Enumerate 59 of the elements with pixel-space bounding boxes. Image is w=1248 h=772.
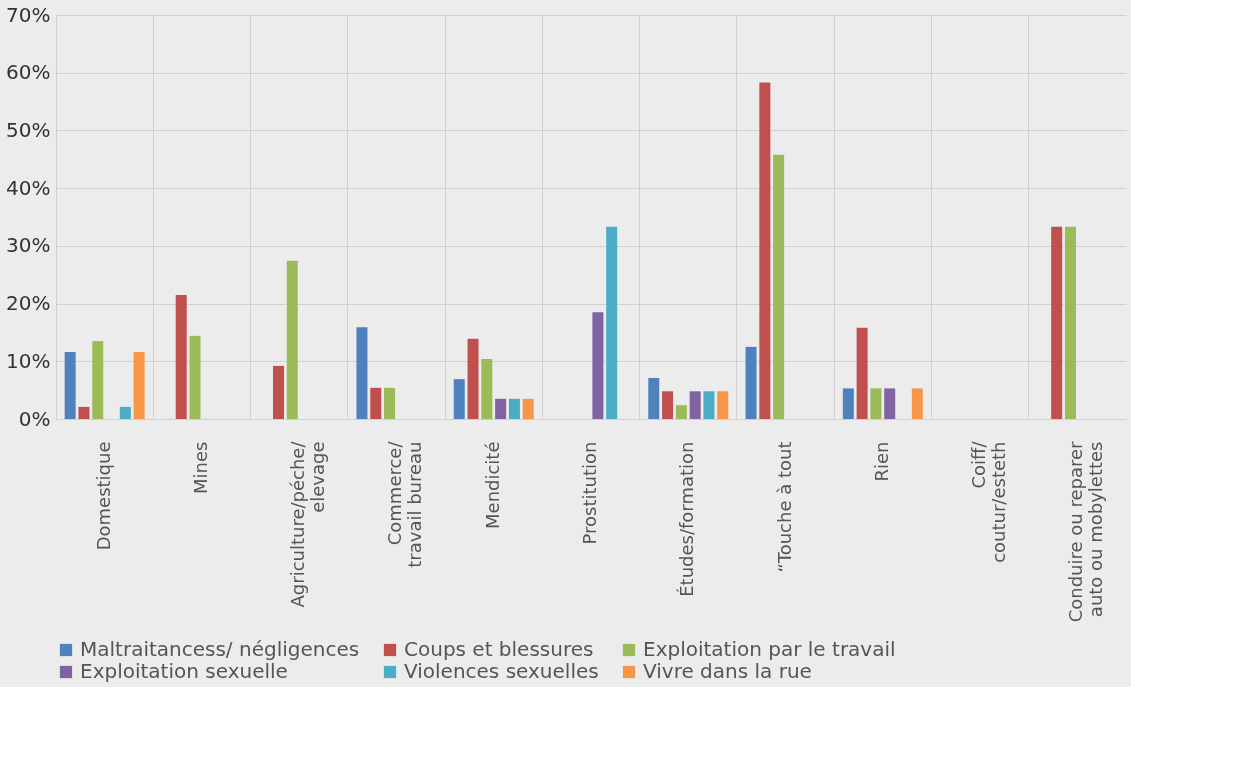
y-tick-label: 30% <box>6 233 51 258</box>
bar <box>467 338 479 419</box>
bar <box>64 352 76 419</box>
legend-label: Exploitation par le travail <box>643 637 896 661</box>
bar <box>1064 226 1076 419</box>
x-tick-label: “Touche à tout <box>773 441 795 573</box>
bar <box>911 388 923 419</box>
y-tick-label: 0% <box>18 406 51 431</box>
bar <box>189 335 201 419</box>
legend-label: Vivre dans la rue <box>643 659 812 683</box>
bar <box>773 154 785 419</box>
bar <box>759 82 771 419</box>
legend-label: Exploitation sexuelle <box>80 659 288 683</box>
y-tick-label: 40% <box>6 175 51 200</box>
bar <box>884 388 896 419</box>
bar <box>745 346 757 419</box>
bar <box>78 406 90 419</box>
y-tick-label: 20% <box>6 291 51 316</box>
bar <box>133 352 145 419</box>
y-tick-label: 70% <box>6 2 51 27</box>
bar <box>92 341 104 419</box>
legend-label: Violences sexuelles <box>404 659 599 683</box>
bar <box>384 387 396 419</box>
bar <box>648 378 660 419</box>
bar <box>842 388 854 419</box>
bar <box>675 405 687 419</box>
bar <box>703 391 715 419</box>
bar <box>1051 226 1063 419</box>
bar <box>856 327 868 419</box>
legend-label: Coups et blessures <box>404 637 594 661</box>
x-tick-label: Mines <box>189 441 211 494</box>
bar <box>689 391 701 419</box>
bar <box>370 387 382 419</box>
bar <box>662 391 674 419</box>
bar <box>175 294 187 419</box>
x-tick-label: Prostitution <box>579 441 600 545</box>
bar <box>717 391 729 419</box>
bar <box>481 358 493 419</box>
y-tick-label: 60% <box>6 60 51 85</box>
bar <box>606 226 618 419</box>
bar <box>870 388 882 419</box>
y-tick-label: 10% <box>6 348 51 373</box>
bar <box>522 398 534 419</box>
bar <box>272 365 284 419</box>
bar <box>119 406 131 419</box>
bar <box>453 379 465 419</box>
bar <box>495 398 507 419</box>
bar <box>592 312 604 419</box>
x-tick-label: Rien <box>870 441 892 482</box>
bar <box>508 398 520 419</box>
legend-label: Maltraitancess/ négligences <box>80 637 360 661</box>
x-tick-label: Agriculture/péche/ elevage <box>287 440 329 608</box>
x-tick-label: Mendicité <box>481 441 503 529</box>
x-tick-label: Domestique <box>92 441 114 551</box>
bar <box>356 327 368 419</box>
x-tick-label: Coiff/ coutur/esteth <box>968 440 1010 563</box>
bar <box>286 260 298 419</box>
x-tick-label: Études/formation <box>676 441 698 597</box>
y-tick-label: 50% <box>6 117 51 142</box>
